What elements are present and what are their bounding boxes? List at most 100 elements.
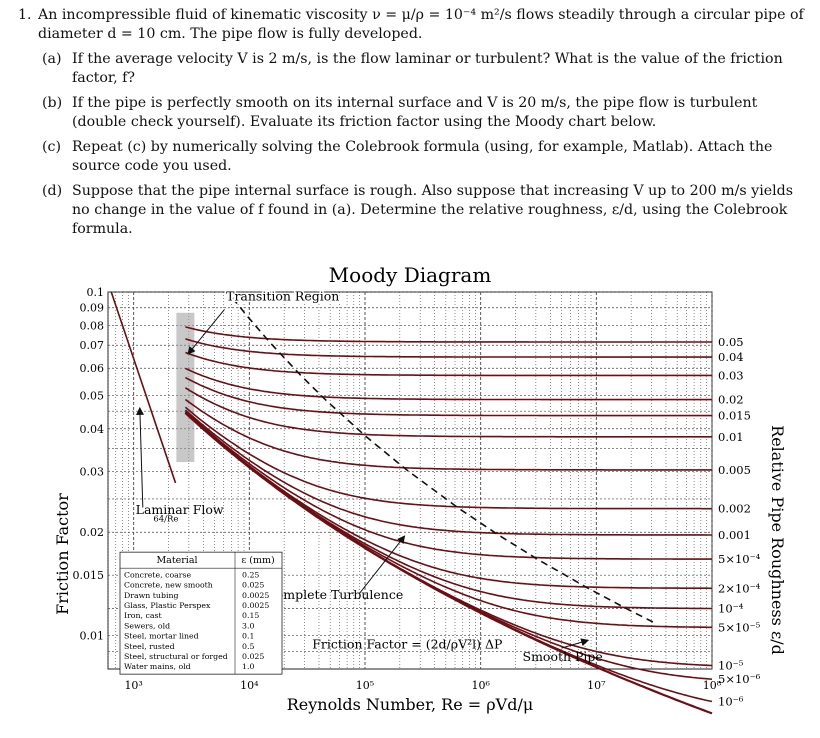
roughness-curve — [184, 387, 712, 438]
roughness-label: 10⁻⁴ — [718, 601, 744, 615]
table-cell-roughness: 0.25 — [242, 570, 259, 579]
y-tick-label: 0.06 — [80, 362, 105, 375]
roughness-curve — [185, 326, 712, 343]
roughness-curve — [185, 376, 712, 417]
x-tick-label: 10⁵ — [356, 679, 374, 692]
roughness-label: 2×10⁻⁴ — [718, 581, 761, 595]
roughness-label: 0.02 — [718, 393, 744, 407]
laminar-formula: 64/Re — [153, 514, 178, 524]
roughness-label: 0.002 — [718, 502, 751, 516]
table-cell-roughness: 1.0 — [242, 662, 254, 671]
table-cell-roughness: 0.5 — [242, 642, 254, 651]
y2-axis-label: Relative Pipe Roughness ε/d — [768, 425, 787, 655]
table-cell-material: Steel, structural or forged — [124, 652, 228, 661]
roughness-label: 0.005 — [718, 463, 751, 477]
roughness-label: 5×10⁻⁵ — [718, 620, 761, 634]
svg-text:Transition Region: Transition Region — [226, 288, 339, 303]
roughness-label: 0.04 — [718, 350, 744, 364]
table-cell-roughness: 0.0025 — [242, 601, 269, 610]
complete-turbulence-arrow — [359, 535, 406, 594]
table-cell-material: Steel, mortar lined — [124, 632, 199, 641]
roughness-label: 0.03 — [718, 368, 744, 382]
table-cell-roughness: 0.1 — [242, 632, 254, 641]
y-tick-label: 0.04 — [80, 423, 105, 436]
x-tick-label: 10³ — [124, 679, 142, 692]
problem-number: 1. — [18, 7, 32, 23]
y-axis-label: Friction Factor — [53, 493, 72, 615]
part-d: (d) Suppose that the pipe internal surfa… — [18, 182, 810, 239]
roughness-curve — [184, 411, 712, 590]
roughness-curve — [185, 338, 712, 358]
roughness-curve — [184, 398, 712, 471]
roughness-curve — [185, 351, 712, 377]
y-tick-label: 0.02 — [80, 526, 105, 539]
roughness-curve — [184, 409, 712, 536]
part-text: If the pipe is perfectly smooth on its i… — [72, 95, 758, 130]
part-text: If the average velocity V is 2 m/s, is t… — [72, 51, 783, 86]
table-cell-roughness: 0.025 — [242, 581, 264, 590]
chart-title: Moody Diagram — [329, 263, 492, 287]
roughness-label: 5×10⁻⁴ — [718, 552, 761, 566]
roughness-label: 0.01 — [718, 430, 744, 444]
table-cell-material: Water mains, old — [124, 662, 191, 671]
x-tick-label: 10⁸ — [703, 679, 722, 692]
laminar-line — [110, 291, 177, 484]
roughness-curve — [184, 406, 712, 510]
part-b: (b) If the pipe is perfectly smooth on i… — [18, 94, 810, 132]
roughness-label: 0.001 — [718, 528, 751, 542]
part-label: (b) — [42, 95, 63, 111]
y-tick-label: 0.08 — [80, 319, 105, 332]
y-tick-label: 0.07 — [80, 339, 105, 352]
table-cell-roughness: 0.025 — [242, 652, 264, 661]
friction-factor-formula: Friction Factor = (2d/ρV²l) ΔP — [312, 637, 502, 652]
table-cell-material: Drawn tubing — [124, 591, 178, 600]
table-cell-roughness: 0.0025 — [242, 591, 269, 600]
transition-band — [176, 312, 195, 463]
y-tick-label: 0.05 — [80, 389, 105, 402]
y-tick-label: 0.01 — [80, 630, 105, 643]
table-cell-material: Sewers, old — [124, 621, 170, 630]
x-tick-label: 10⁴ — [240, 679, 259, 692]
laminar-arrow — [136, 406, 145, 508]
problem-text: 1. An incompressible fluid of kinematic … — [18, 6, 810, 239]
transition-arrow — [187, 309, 225, 355]
moody-diagram: Moody Diagram Reynolds Number, Re = ρVd/… — [0, 258, 820, 734]
complete-turbulence-boundary — [231, 297, 656, 624]
roughness-label: 10⁻⁵ — [718, 659, 744, 673]
x-tick-label: 10⁶ — [471, 679, 490, 692]
y-tick-label: 0.015 — [73, 569, 105, 582]
materials-table — [119, 551, 283, 675]
y-tick-label: 0.09 — [80, 302, 105, 315]
roughness-label: 10⁻⁶ — [718, 695, 744, 709]
y-tick-label: 0.1 — [87, 286, 105, 299]
table-cell-material: Concrete, coarse — [124, 570, 192, 579]
table-header: ε (mm) — [241, 555, 274, 566]
part-label: (d) — [42, 183, 63, 199]
table-cell-material: Concrete, new smooth — [124, 581, 213, 590]
complete-turbulence-label: Complete Turbulence — [266, 587, 403, 602]
part-label: (a) — [42, 51, 62, 67]
smooth-pipe-arrow — [561, 638, 590, 649]
smooth-pipe-curve — [184, 412, 713, 715]
table-cell-material: Iron, cast — [124, 611, 162, 620]
moody-diagram-svg: Moody Diagram Reynolds Number, Re = ρVd/… — [53, 263, 787, 715]
table-cell-material: Glass, Plastic Perspex — [124, 601, 211, 610]
part-text: Suppose that the pipe internal surface i… — [72, 183, 794, 237]
part-label: (c) — [42, 139, 62, 155]
laminar-flow-label: Laminar Flow — [136, 502, 224, 517]
roughness-label: 0.05 — [718, 335, 744, 349]
table-cell-roughness: 3.0 — [242, 621, 254, 630]
roughness-label: 0.015 — [718, 409, 751, 423]
x-axis-label: Reynolds Number, Re = ρVd/μ — [287, 695, 533, 714]
x-tick-label: 10⁷ — [587, 679, 606, 692]
table-cell-roughness: 0.15 — [242, 611, 259, 620]
problem-intro-text: An incompressible fluid of kinematic vis… — [38, 7, 804, 42]
roughness-curve — [185, 367, 712, 401]
part-a: (a) If the average velocity V is 2 m/s, … — [18, 50, 810, 88]
smooth-pipe-label: Smooth Pipe — [523, 649, 603, 664]
part-text: Repeat (c) by numerically solving the Co… — [72, 139, 773, 174]
table-cell-material: Steel, rusted — [124, 642, 175, 651]
part-c: (c) Repeat (c) by numerically solving th… — [18, 138, 810, 176]
problem-intro: 1. An incompressible fluid of kinematic … — [18, 6, 810, 44]
transition-region-label: Transition Region — [226, 288, 339, 303]
